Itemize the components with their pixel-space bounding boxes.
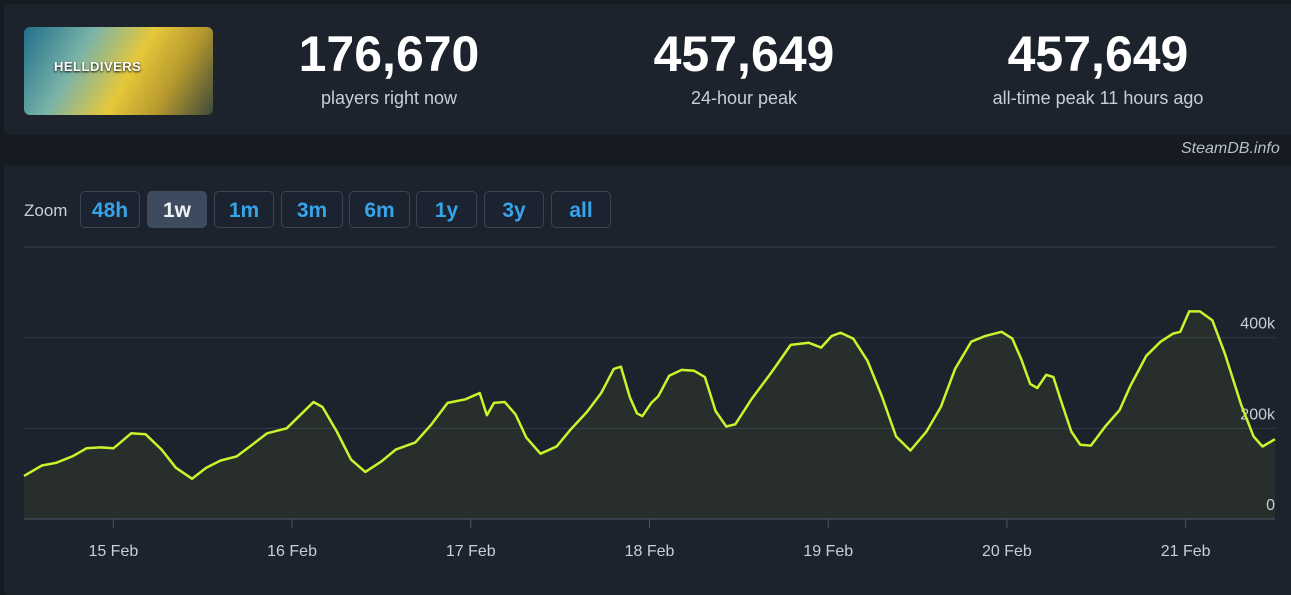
zoom-button[interactable]: 6m [349, 191, 410, 228]
zoom-button[interactable]: 1m [214, 191, 274, 228]
zoom-label: Zoom [24, 201, 68, 220]
stat-label: 24-hour peak [690, 88, 798, 108]
stat-value: 457,649 [653, 26, 835, 82]
zoom-button[interactable]: 1w [147, 191, 207, 228]
line [23, 310, 1276, 480]
y-tick-label: 200k [1240, 406, 1276, 423]
stat-label: players right now [320, 88, 458, 108]
stat-value: 176,670 [298, 26, 480, 82]
y-tick-label: 400k [1240, 316, 1276, 333]
stat: 457,649 all-time peak 11 hours ago [928, 26, 1268, 109]
x-tick-label: 21 Feb [1161, 543, 1211, 560]
zoom-button[interactable]: 3m [281, 191, 343, 228]
x-tick-label: 16 Feb [267, 543, 317, 560]
source-credit[interactable]: SteamDB.info [1181, 140, 1280, 157]
game-thumbnail[interactable]: HELLDIVERS [24, 27, 213, 115]
stat: 457,649 24-hour peak [574, 26, 914, 109]
x-tick-label: 18 Feb [625, 543, 675, 560]
y-tick-label: 0 [1266, 497, 1275, 514]
stat-value: 457,649 [1007, 26, 1189, 82]
chart-panel: Zoom 48h 1w 1m 3m 6m 1y 3y all [4, 165, 1291, 595]
zoom-button[interactable]: 3y [484, 191, 544, 228]
stats-panel: HELLDIVERS 176,670 players right now 457,6… [4, 4, 1291, 135]
zoom-button[interactable]: all [551, 191, 611, 228]
game-logo: HELLDIVERS [54, 59, 142, 74]
area [24, 311, 1275, 519]
x-tick-label: 15 Feb [88, 543, 138, 560]
zoom-button[interactable]: 1y [416, 191, 477, 228]
x-tick-label: 20 Feb [982, 543, 1032, 560]
stat: 176,670 players right now [219, 26, 559, 109]
stat-label: all-time peak 11 hours ago [992, 88, 1204, 108]
x-tick-label: 17 Feb [446, 543, 496, 560]
x-tick-label: 19 Feb [803, 543, 853, 560]
zoom-button[interactable]: 48h [80, 191, 140, 228]
